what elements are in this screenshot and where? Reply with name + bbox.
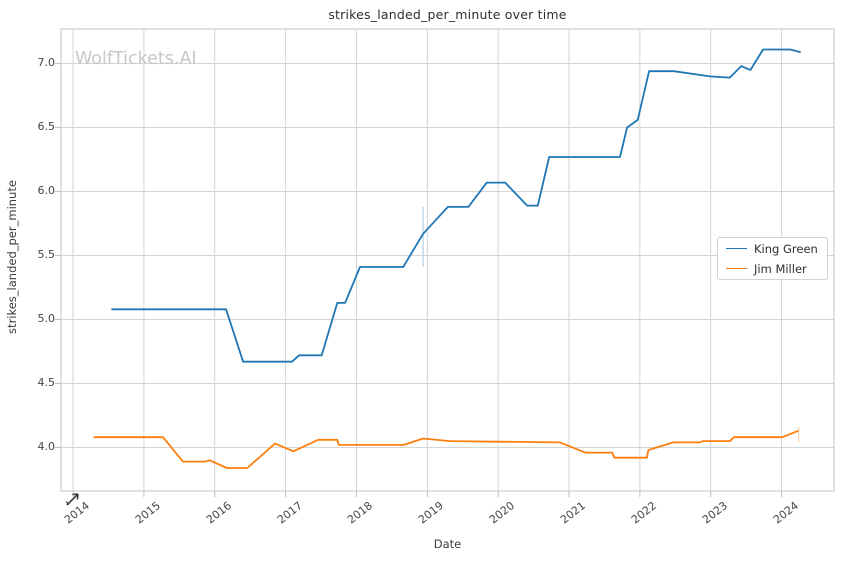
chart-title: strikes_landed_per_minute over time	[328, 7, 567, 22]
legend-label: King Green	[754, 241, 818, 256]
legend-entry-jim-miller: Jim Miller	[726, 262, 819, 276]
series-line-jim-miller	[93, 429, 799, 469]
legend-line-sample	[726, 248, 747, 249]
y-tick-label: 5.0	[37, 312, 56, 325]
mouse-cursor-icon	[65, 493, 79, 506]
y-tick-label: 6.0	[37, 184, 56, 198]
y-tick-label: 7.0	[37, 56, 56, 70]
series-line-king-green	[111, 48, 801, 363]
y-tick-label: 5.5	[37, 248, 56, 262]
legend: King Green Jim Miller	[717, 237, 828, 280]
y-tick-label: 6.5	[37, 120, 56, 134]
legend-line-sample	[726, 268, 747, 269]
y-tick-label: 4.5	[37, 375, 56, 389]
x-axis-label: Date	[433, 537, 462, 551]
legend-label: Jim Miller	[754, 261, 807, 276]
plot-border	[60, 28, 835, 492]
y-tick-label: 4.0	[37, 439, 56, 453]
watermark: WolfTickets.AI	[75, 49, 197, 69]
legend-entry-king-green: King Green	[726, 242, 819, 256]
